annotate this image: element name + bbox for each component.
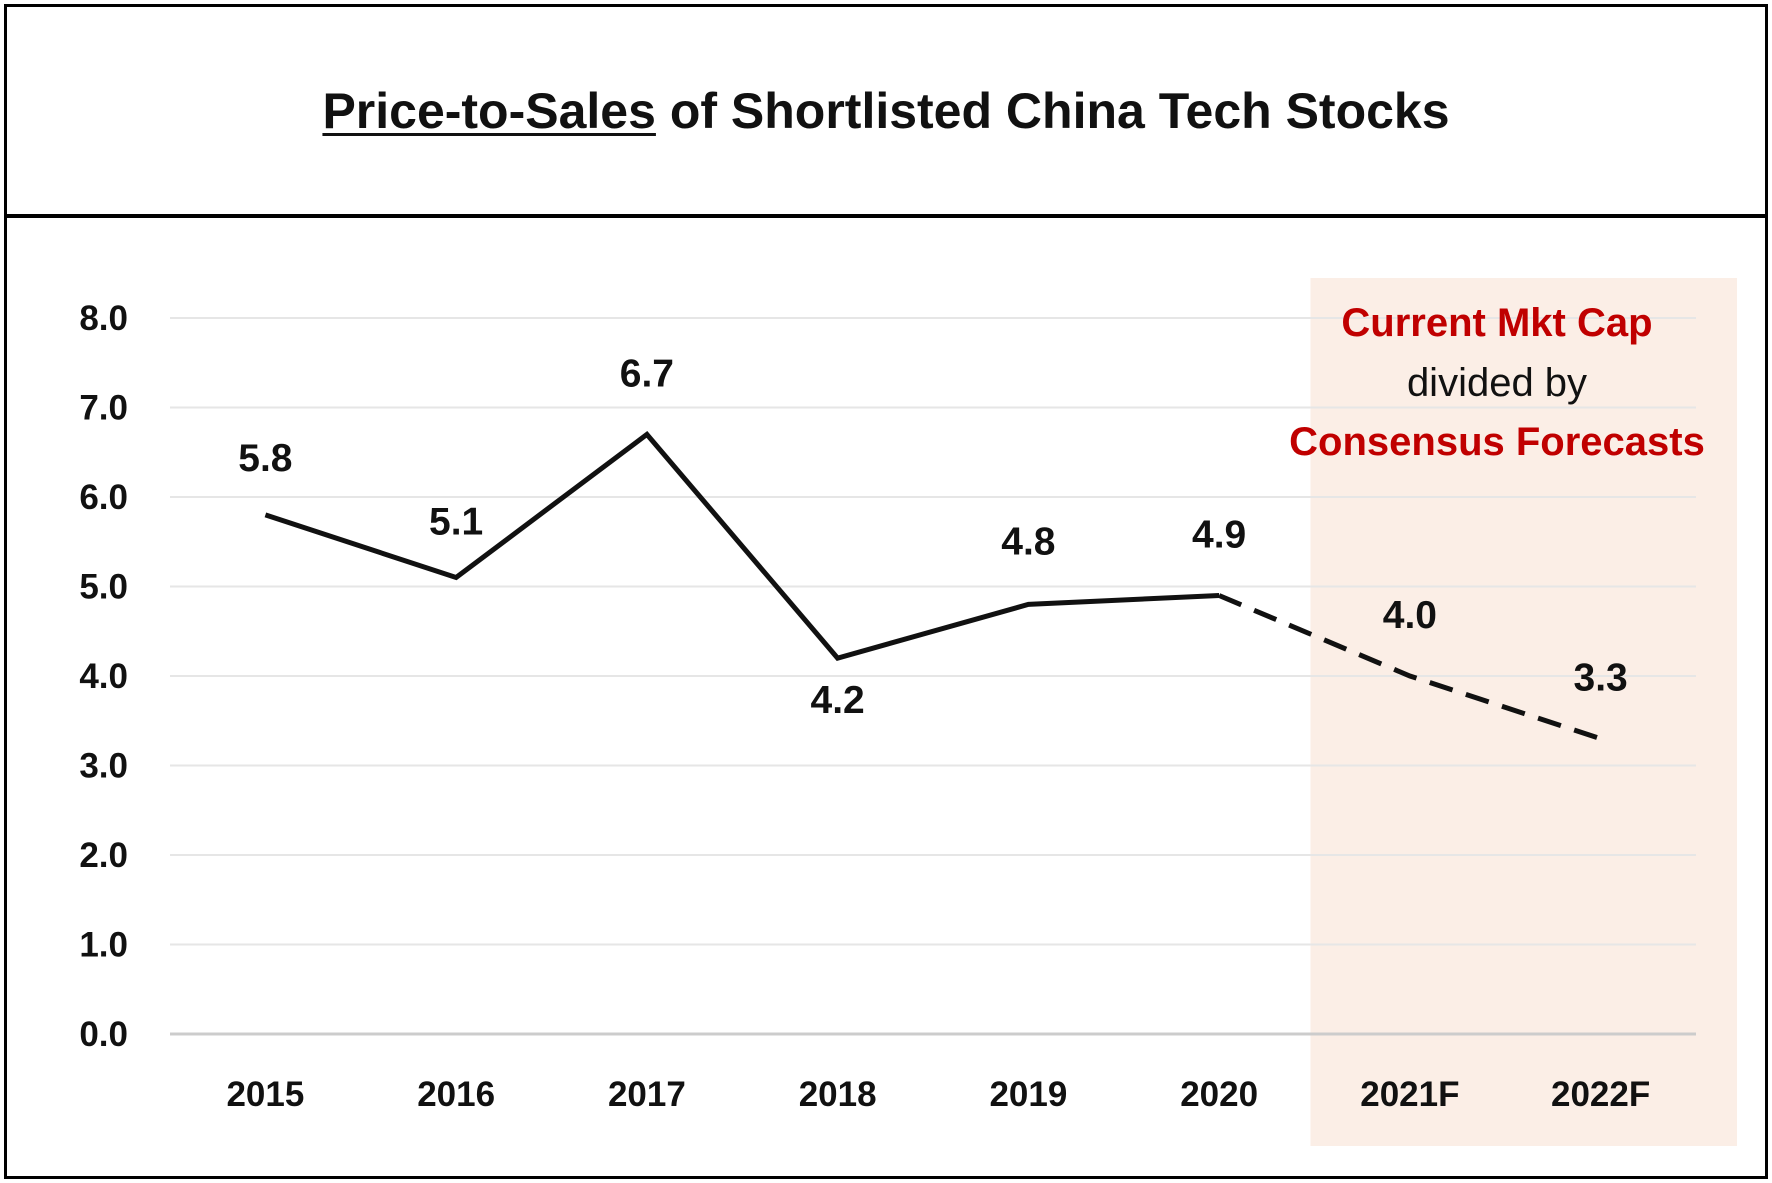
forecast-note-line3: Consensus Forecasts [1289,420,1705,464]
data-labels: 5.8 5.1 6.7 4.2 4.8 4.9 4.0 3.3 [238,352,1627,722]
x-tick-label: 2021F [1360,1075,1459,1114]
actual-line [264,430,1220,661]
y-tick-label: 4.0 [79,657,128,696]
y-tick-label: 2.0 [79,836,128,875]
data-label: 4.8 [1001,520,1055,563]
y-tick-label: 7.0 [79,389,128,428]
y-tick-label: 1.0 [79,926,128,965]
data-label: 3.3 [1574,657,1628,700]
y-tick-label: 6.0 [79,478,128,517]
chart-frame: Price-to-Sales of Shortlisted China Tech… [4,4,1768,1179]
y-axis-tick-labels: 0.0 1.0 2.0 3.0 4.0 5.0 6.0 7.0 8.0 [79,299,128,1054]
chart-title-rest: of Shortlisted China Tech Stocks [655,82,1450,139]
x-tick-label: 2019 [989,1075,1067,1114]
data-label: 4.2 [811,679,865,722]
forecast-line [1218,593,1602,742]
chart-title-underlined: Price-to-Sales [322,82,656,139]
y-tick-label: 0.0 [79,1015,128,1054]
chart-title: Price-to-Sales of Shortlisted China Tech… [322,82,1449,140]
y-tick-label: 8.0 [79,299,128,338]
data-label: 4.0 [1383,594,1437,637]
data-label: 6.7 [620,352,674,395]
x-tick-label: 2015 [226,1075,304,1114]
data-label: 5.1 [429,501,483,544]
y-tick-label: 3.0 [79,747,128,786]
x-tick-label: 2018 [799,1075,877,1114]
data-label: 4.9 [1192,513,1246,556]
x-axis-tick-labels: 2015 2016 2017 2018 2019 2020 2021F 2022F [226,1075,1650,1114]
forecast-note-line1: Current Mkt Cap [1341,301,1652,345]
forecast-note-line2: divided by [1407,361,1587,405]
x-tick-label: 2022F [1551,1075,1650,1114]
data-label: 5.8 [238,437,292,480]
series-line [264,430,1602,742]
x-tick-label: 2016 [417,1075,495,1114]
x-tick-label: 2017 [608,1075,686,1114]
gridlines [170,317,1696,1036]
y-tick-label: 5.0 [79,568,128,607]
forecast-note: Current Mkt Cap divided by Consensus For… [1289,301,1705,464]
x-tick-label: 2020 [1180,1075,1258,1114]
title-bar: Price-to-Sales of Shortlisted China Tech… [7,7,1765,218]
